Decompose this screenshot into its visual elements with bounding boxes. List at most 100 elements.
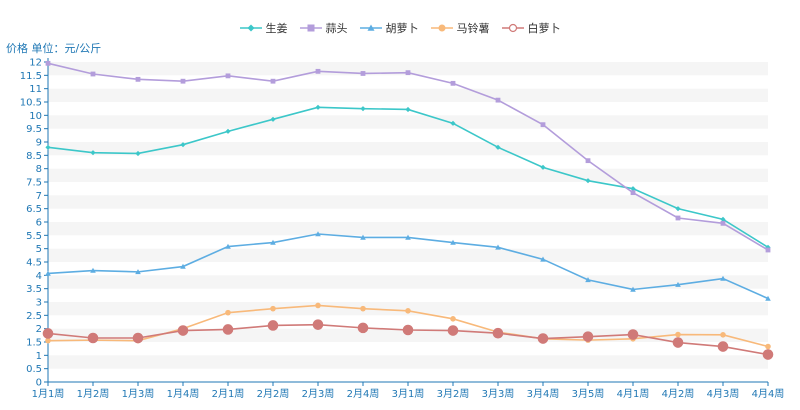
y-tick-label: 3.5 bbox=[26, 284, 42, 295]
data-point bbox=[180, 142, 186, 148]
data-point bbox=[90, 150, 96, 156]
legend-label-0: 生姜 bbox=[265, 22, 288, 35]
y-tick-label: 1 bbox=[36, 351, 42, 362]
data-point bbox=[225, 128, 231, 134]
data-point bbox=[222, 324, 234, 335]
grid-band bbox=[48, 88, 768, 102]
data-point bbox=[675, 206, 681, 212]
y-tick-label: 9 bbox=[36, 138, 42, 149]
x-tick-label: 2月3周 bbox=[302, 388, 335, 400]
data-point bbox=[765, 343, 771, 350]
grid-band bbox=[48, 355, 768, 369]
data-point bbox=[315, 231, 321, 237]
x-tick-label: 3月1周 bbox=[392, 388, 425, 400]
data-point bbox=[585, 158, 591, 164]
x-tick-label: 3月3周 bbox=[482, 388, 515, 400]
series-line-2 bbox=[47, 233, 769, 300]
data-point bbox=[360, 234, 366, 240]
data-point bbox=[87, 332, 99, 344]
data-point bbox=[405, 234, 411, 240]
grid-band bbox=[48, 195, 768, 209]
legend-item-4[interactable]: 白萝卜 bbox=[501, 20, 561, 36]
data-point bbox=[540, 164, 546, 170]
data-point bbox=[315, 68, 321, 74]
y-tick-label: 12 bbox=[29, 58, 42, 69]
legend-symbol bbox=[367, 24, 374, 31]
y-tick-label: 7.5 bbox=[26, 178, 42, 189]
data-point bbox=[135, 76, 141, 82]
x-tick-label: 1月4周 bbox=[167, 388, 200, 400]
y-tick-label: 4 bbox=[36, 271, 42, 282]
data-point bbox=[225, 73, 231, 79]
data-point bbox=[225, 309, 231, 316]
data-point bbox=[315, 302, 321, 309]
grid-band bbox=[48, 62, 768, 76]
legend-item-0[interactable]: 生姜 bbox=[239, 20, 288, 36]
y-tick-label: 11 bbox=[29, 84, 42, 95]
legend-label-4: 白萝卜 bbox=[527, 22, 561, 35]
data-point bbox=[312, 319, 324, 330]
data-point bbox=[450, 80, 456, 86]
x-tick-label: 4月1周 bbox=[617, 388, 650, 400]
data-point bbox=[405, 70, 411, 76]
series-2 bbox=[45, 231, 771, 301]
legend-item-1[interactable]: 蒜头 bbox=[299, 20, 348, 36]
data-point bbox=[450, 120, 456, 126]
legend-symbol bbox=[307, 24, 314, 32]
data-point bbox=[90, 71, 96, 77]
y-tick-label: 3 bbox=[36, 298, 42, 309]
x-tick-label: 1月3周 bbox=[122, 388, 155, 400]
data-point bbox=[177, 325, 189, 336]
data-point bbox=[450, 316, 456, 322]
legend-symbol bbox=[247, 24, 254, 32]
data-point bbox=[360, 305, 366, 312]
data-point bbox=[720, 220, 726, 226]
y-tick-label: 10 bbox=[29, 111, 42, 122]
y-tick-label: 0 bbox=[36, 378, 42, 389]
data-point bbox=[720, 275, 726, 281]
data-point bbox=[45, 337, 51, 344]
data-point bbox=[537, 333, 549, 344]
data-point bbox=[180, 263, 186, 269]
data-point bbox=[492, 327, 504, 339]
data-point bbox=[675, 281, 681, 287]
y-tick-label: 9.5 bbox=[26, 124, 42, 135]
y-tick-label: 7 bbox=[36, 191, 42, 202]
legend-marker-1 bbox=[299, 24, 322, 32]
data-point bbox=[270, 239, 276, 245]
y-tick-label: 0.5 bbox=[26, 364, 42, 375]
data-point bbox=[315, 104, 321, 110]
data-point bbox=[180, 78, 186, 84]
data-point bbox=[630, 186, 636, 192]
y-tick-label: 6.5 bbox=[26, 204, 42, 215]
legend-symbol bbox=[508, 23, 517, 33]
x-tick-label: 4月2周 bbox=[662, 388, 695, 400]
data-point bbox=[90, 267, 96, 273]
data-point bbox=[540, 122, 546, 128]
data-point bbox=[405, 106, 411, 113]
legend-item-3[interactable]: 马铃薯 bbox=[430, 20, 490, 36]
data-point bbox=[495, 244, 501, 250]
x-tick-label: 3月5周 bbox=[572, 388, 605, 400]
y-tick-label: 10.5 bbox=[20, 98, 42, 109]
data-point bbox=[585, 277, 591, 283]
data-point bbox=[405, 308, 411, 314]
data-point bbox=[540, 256, 546, 262]
x-tick-label: 2月1周 bbox=[212, 388, 245, 400]
legend-marker-0 bbox=[239, 24, 262, 32]
data-point bbox=[135, 150, 141, 157]
grid-band bbox=[48, 142, 768, 156]
x-tick-label: 1月2周 bbox=[77, 388, 110, 400]
data-point bbox=[357, 322, 369, 334]
data-point bbox=[267, 320, 279, 331]
data-point bbox=[270, 116, 276, 122]
legend-label-2: 胡萝卜 bbox=[385, 22, 419, 35]
y-tick-label: 8 bbox=[36, 164, 42, 175]
data-point bbox=[135, 269, 141, 275]
y-tick-label: 4.5 bbox=[26, 258, 42, 269]
legend-item-2[interactable]: 胡萝卜 bbox=[359, 20, 419, 36]
data-point bbox=[762, 349, 774, 360]
legend-marker-2 bbox=[359, 24, 382, 31]
